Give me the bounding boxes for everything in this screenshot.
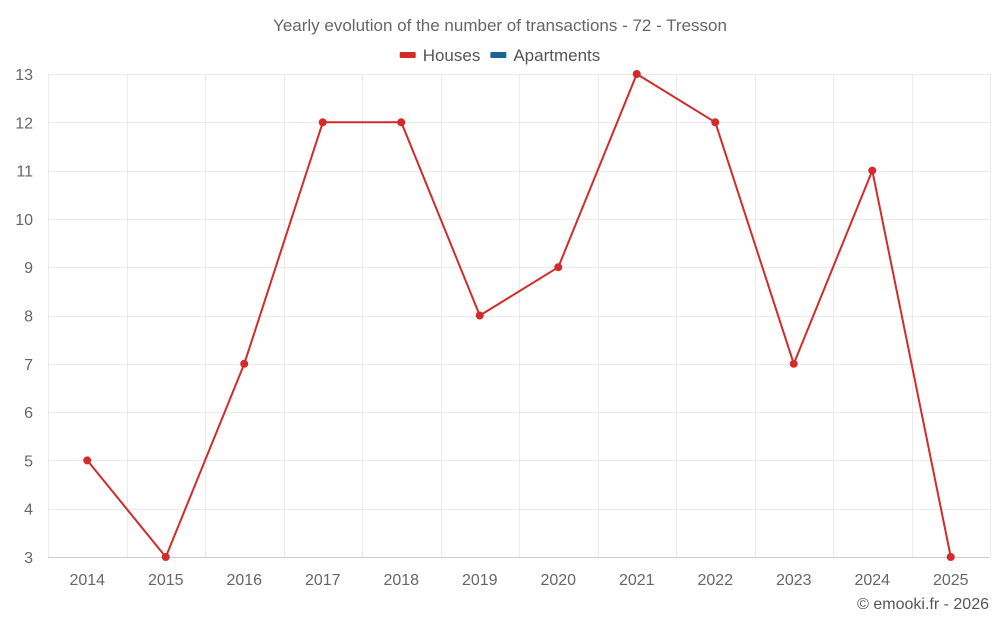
y-axis: 3 4 5 6 7 8 9 10 11 12 13 [15,67,33,567]
y-tick-label: 4 [24,502,33,519]
x-tick-label: 2024 [854,572,890,589]
data-point[interactable] [318,118,327,127]
data-point[interactable] [397,118,406,127]
x-tick-label: 2025 [933,572,969,589]
y-tick-label: 11 [16,164,33,181]
data-point[interactable] [789,359,798,368]
x-tick-label: 2023 [776,572,812,589]
x-tick-label: 2020 [540,572,576,589]
x-tick-label: 2021 [619,572,655,589]
series-line-houses [86,73,952,558]
y-tick-label: 12 [15,115,33,132]
legend-label: Apartments [513,46,600,65]
data-point[interactable] [475,311,484,320]
credit-text: © emooki.fr - 2026 [857,596,989,613]
legend-item-apartments[interactable]: Apartments [490,46,600,65]
data-point[interactable] [240,359,249,368]
x-axis: 2014 2015 2016 2017 2018 2019 2020 2021 2022 2023… [69,572,968,589]
y-tick-label: 9 [24,260,33,277]
y-tick-label: 13 [15,67,33,84]
data-point[interactable] [161,553,170,561]
x-tick-label: 2018 [383,572,419,589]
legend-label: Houses [423,46,481,65]
x-tick-label: 2015 [148,572,184,589]
data-point[interactable] [946,553,955,561]
data-point[interactable] [554,263,563,272]
series-layer [83,70,955,561]
x-tick-label: 2014 [69,572,105,589]
x-tick-label: 2017 [305,572,341,589]
data-point[interactable] [83,456,92,465]
grid [48,74,991,557]
y-tick-label: 7 [24,357,33,374]
chart-title: Yearly evolution of the number of transa… [273,16,727,35]
x-tick-label: 2019 [462,572,498,589]
legend-swatch [399,52,416,58]
legend-item-houses[interactable]: Houses [399,46,481,65]
data-point[interactable] [632,70,641,78]
legend-swatch [490,52,507,58]
data-point[interactable] [868,166,877,175]
x-tick-label: 2022 [697,572,733,589]
x-tick-label: 2016 [226,572,262,589]
y-tick-label: 10 [15,212,33,229]
y-tick-label: 3 [24,550,33,567]
y-tick-label: 6 [24,405,33,422]
y-tick-label: 5 [24,453,33,470]
legend: Houses Apartments [399,46,600,65]
data-point[interactable] [711,118,720,127]
y-tick-label: 8 [24,309,33,326]
